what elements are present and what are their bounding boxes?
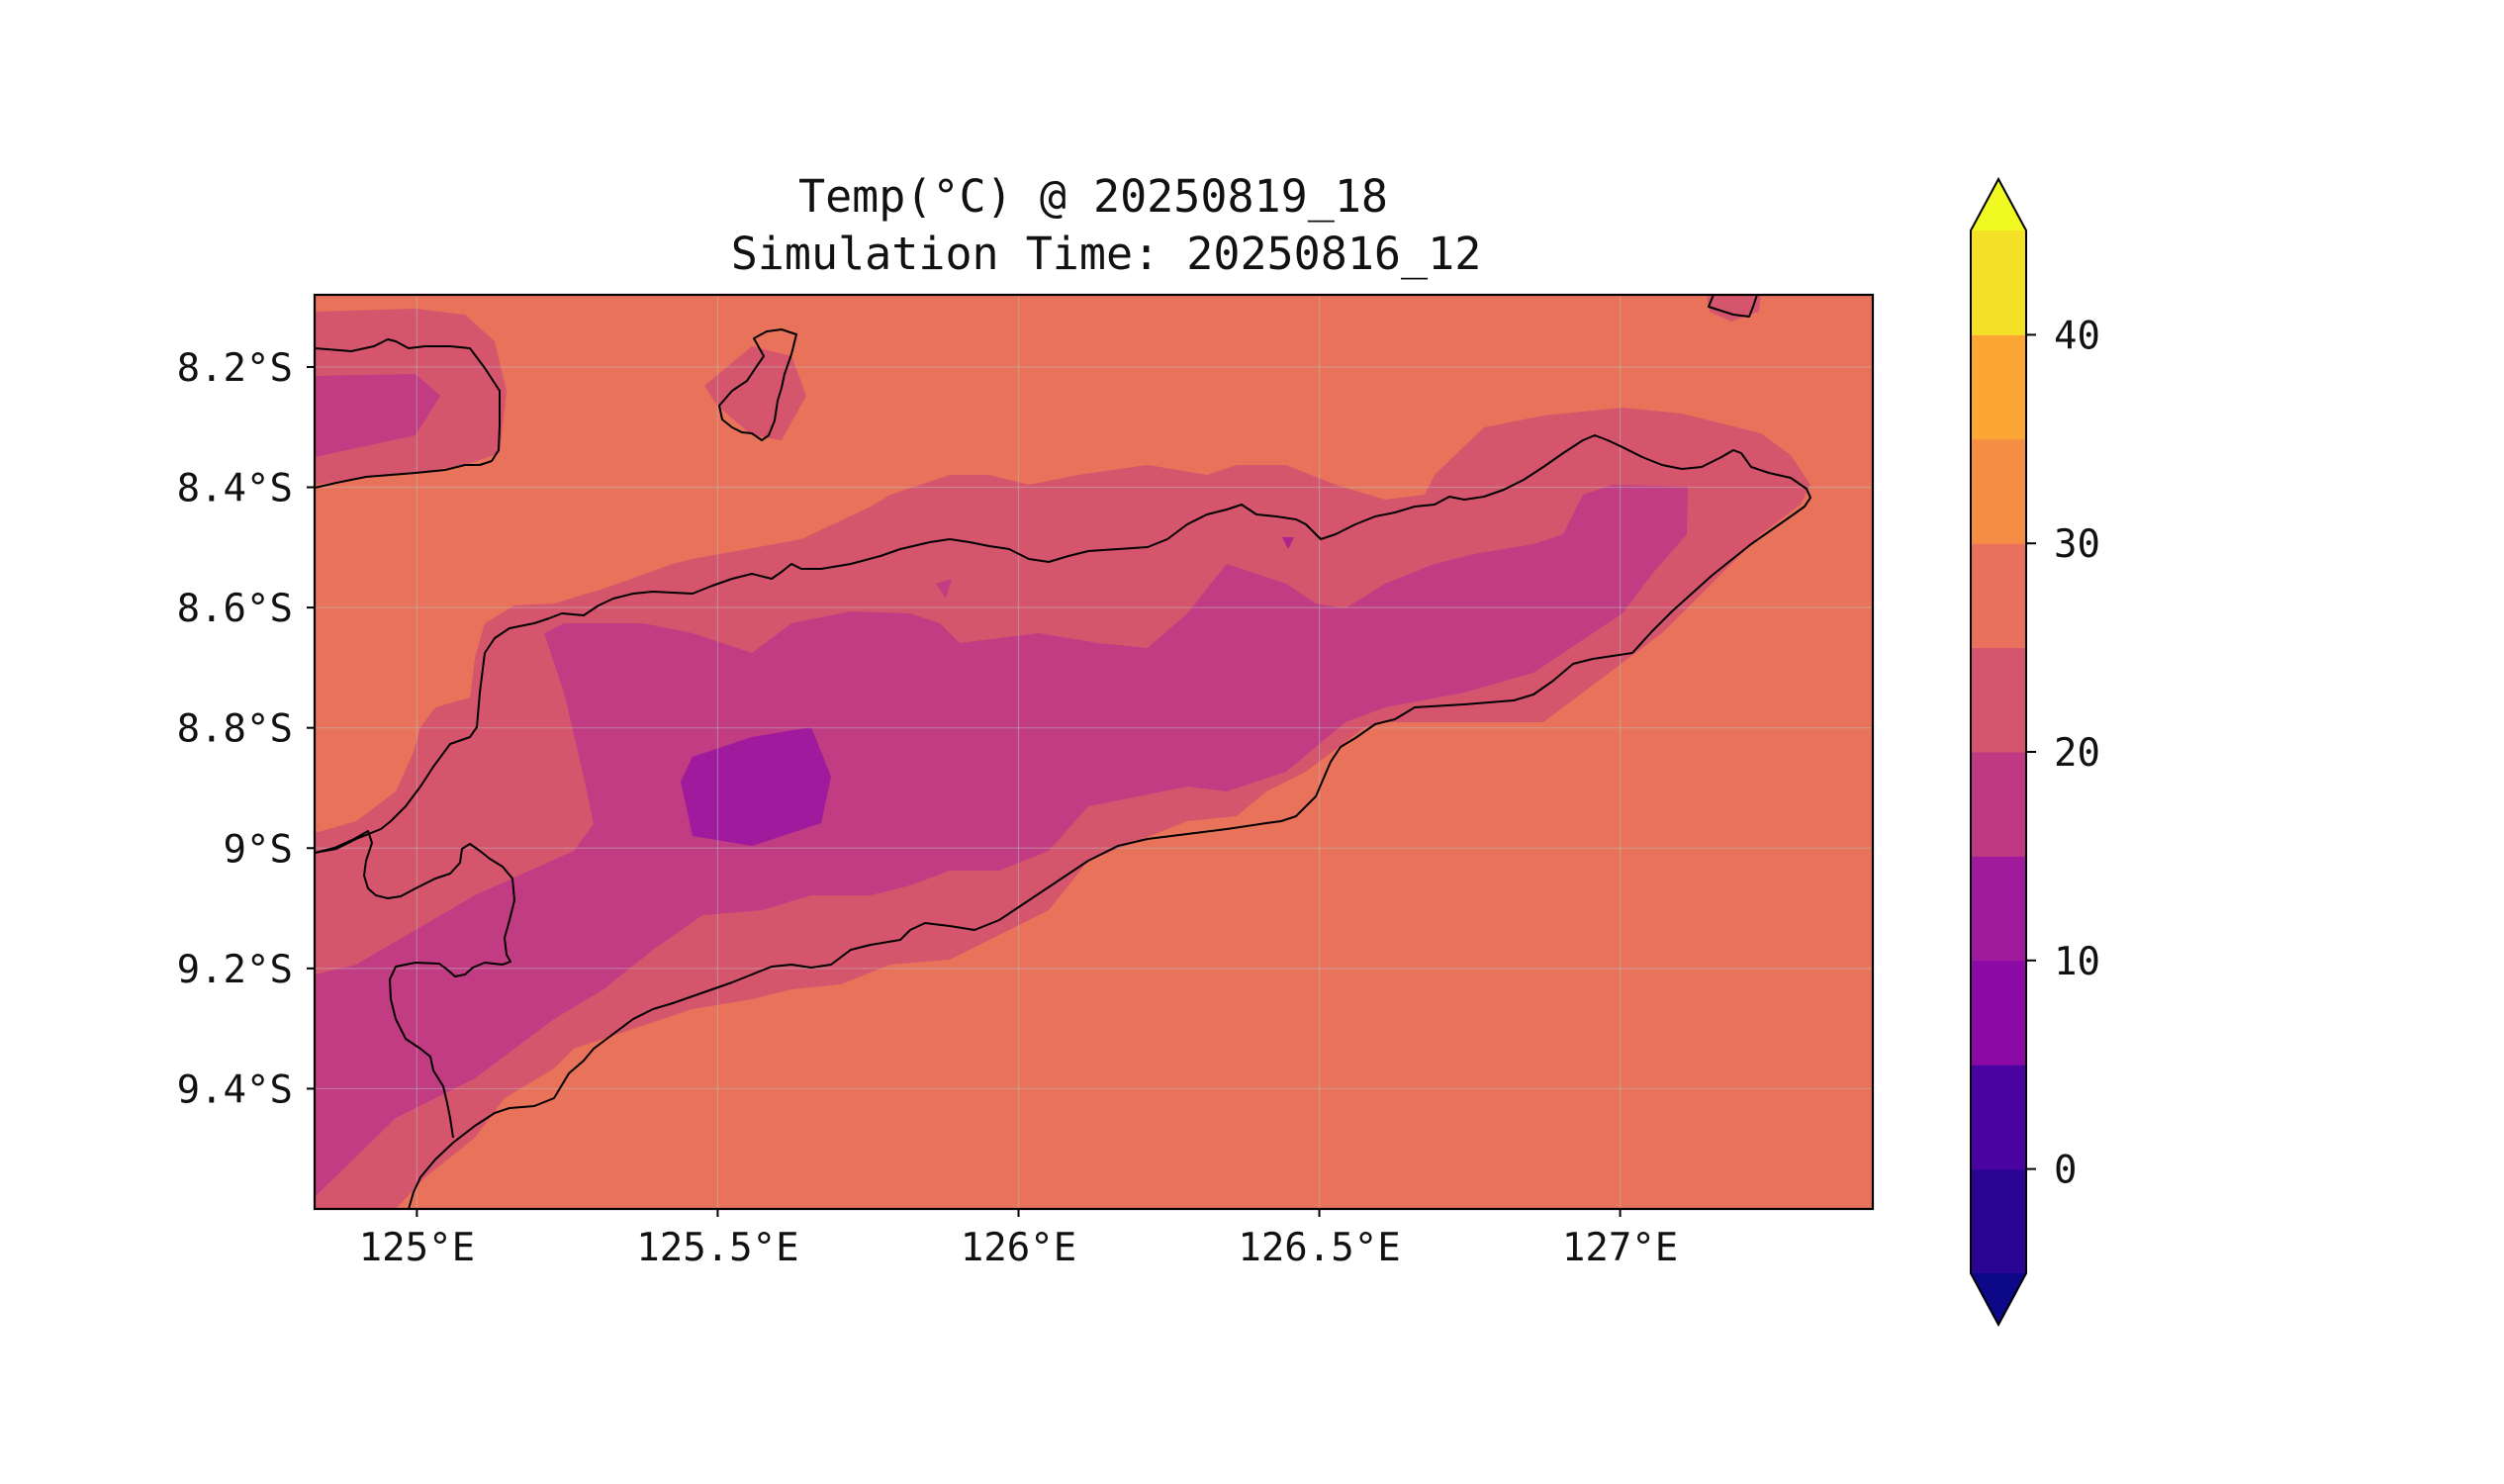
lon-tick-label: 127°E <box>1562 1226 1678 1270</box>
colorbar-bin <box>1971 438 2026 544</box>
map-frame <box>313 293 1875 1211</box>
map-subtitle: Simulation Time: 20250816_12 <box>731 228 1482 280</box>
colorbar-tick-label: 30 <box>2054 522 2100 567</box>
map-title: Temp(°C) @ 20250819_18 <box>798 170 1388 223</box>
colorbar-tick-label: 0 <box>2054 1149 2077 1193</box>
colorbar-bin <box>1971 752 2026 857</box>
coastline-timor-north <box>315 434 1811 854</box>
temperature-field-atauro-20-25 <box>704 346 806 440</box>
coastline-nw-landmass <box>315 338 501 489</box>
coastline-atauro <box>718 328 797 441</box>
lat-tick-label: 9.4°S <box>177 1067 293 1112</box>
coastline-timor-south <box>408 652 1633 1209</box>
lon-tick-label: 125°E <box>359 1226 475 1270</box>
lat-tick-label: 8.2°S <box>177 346 293 391</box>
temperature-field-10-15-pocket <box>1282 537 1294 549</box>
colorbar-extend-under <box>1971 1273 2026 1325</box>
colorbar-bin <box>1971 856 2026 962</box>
map-panel <box>315 295 1873 1209</box>
lat-tick-label: 8.4°S <box>177 467 293 511</box>
lat-tick-label: 9.2°S <box>177 948 293 992</box>
lon-tick-label: 126°E <box>961 1226 1076 1270</box>
lat-axis: 8.2°S 8.4°S 8.6°S 8.8°S 9°S 9.2°S 9.4°S <box>177 346 315 1112</box>
colorbar-tick-label: 10 <box>2054 940 2100 984</box>
colorbar-bin <box>1971 543 2026 649</box>
colorbar-bin <box>1971 1065 2026 1170</box>
temperature-field-nw-15-20 <box>315 374 440 457</box>
colorbar: 0 10 20 30 40 <box>1970 176 2100 1328</box>
colorbar-bin <box>1971 647 2026 753</box>
lon-tick-label: 125.5°E <box>636 1226 798 1270</box>
coastline-oecusse <box>315 830 515 1139</box>
temperature-field-15-20-pocket <box>936 579 952 599</box>
lon-axis: 125°E 125.5°E 126°E 126.5°E 127°E <box>359 1209 1678 1270</box>
colorbar-bin <box>1971 1168 2026 1274</box>
coastline-ne-tip <box>1708 295 1758 318</box>
temperature-field-10-15 <box>681 727 831 846</box>
colorbar-tick-label: 20 <box>2054 731 2100 776</box>
colorbar-tick-label: 40 <box>2054 314 2100 358</box>
colorbar-bin <box>1971 334 2026 440</box>
colorbar-bin <box>1971 231 2026 335</box>
lat-tick-label: 8.8°S <box>177 707 293 752</box>
lon-tick-label: 126.5°E <box>1238 1226 1400 1270</box>
colorbar-outline <box>1970 176 2027 1328</box>
gridlines <box>315 295 1873 1209</box>
temperature-field-ne-20-25 <box>1707 295 1761 322</box>
colorbar-extend-over <box>1971 179 2026 231</box>
lat-tick-label: 8.6°S <box>177 587 293 631</box>
lat-tick-label: 9°S <box>224 827 293 872</box>
temperature-field-15-20 <box>315 485 1688 1197</box>
colorbar-bin <box>1971 960 2026 1066</box>
